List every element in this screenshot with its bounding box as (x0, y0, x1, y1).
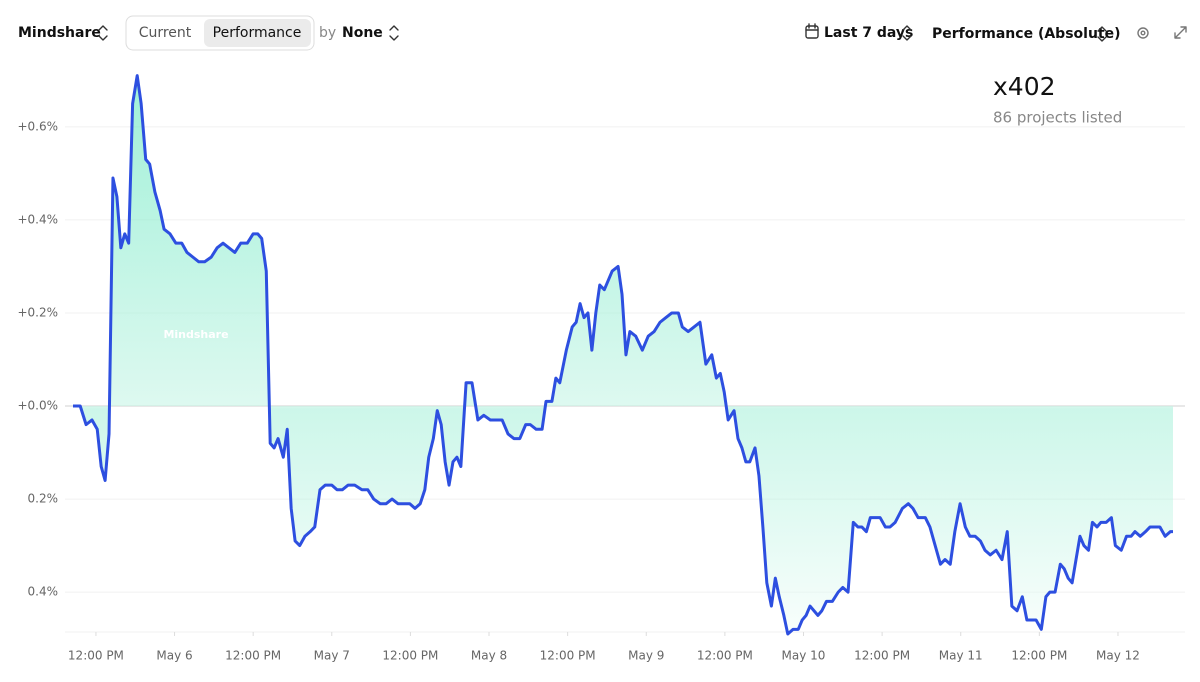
x-tick-label: May 11 (939, 649, 983, 663)
by-label: by (319, 25, 336, 41)
chevron-icon[interactable] (902, 25, 912, 41)
series-line (73, 74, 1173, 636)
x-tick-label: 12:00 PM (225, 649, 281, 663)
x-tick-label: May 9 (628, 649, 664, 663)
chevron-icon[interactable] (1097, 26, 1107, 42)
tab-active-bg (204, 19, 311, 47)
tab-current[interactable]: Current (139, 25, 192, 41)
x-tick-label: May 7 (314, 649, 350, 663)
tab-performance[interactable]: Performance (213, 25, 302, 41)
x-tick-label: May 8 (471, 649, 507, 663)
settings-button[interactable] (1137, 27, 1149, 39)
chevron-icon[interactable] (389, 25, 399, 41)
y-tick-label: +0.4% (17, 212, 58, 226)
calendar-icon[interactable] (805, 25, 819, 39)
range-label[interactable]: Last 7 days (824, 25, 913, 41)
y-tick-label: +0.0% (17, 399, 58, 413)
project-count: x402 (993, 72, 1056, 101)
metric-dropdown[interactable]: Mindshare (18, 25, 108, 41)
mode-dropdown[interactable]: Performance (Absolute) (932, 26, 1121, 42)
expand-button[interactable] (1174, 26, 1187, 39)
y-tick-label: 0.4% (28, 585, 59, 599)
y-tick-label: 0.2% (28, 492, 59, 506)
mode-label[interactable]: Performance (Absolute) (932, 26, 1121, 42)
metric-label[interactable]: Mindshare (18, 25, 101, 41)
series-label: Mindshare (163, 328, 228, 341)
gear-icon[interactable] (1137, 27, 1149, 39)
x-tick-label: 12:00 PM (1011, 649, 1067, 663)
chevron-icon[interactable] (98, 25, 108, 41)
group-dropdown[interactable]: None (342, 25, 399, 41)
group-label[interactable]: None (342, 25, 383, 41)
x-tick-label: 12:00 PM (854, 649, 910, 663)
x-tick-label: May 12 (1096, 649, 1140, 663)
x-tick-label: 12:00 PM (697, 649, 753, 663)
gear-icon[interactable] (1140, 30, 1146, 36)
plot: +0.6% +0.4% +0.2% +0.0% 0.2% 0.4% 12:00 PM May … (17, 74, 1185, 663)
calendar-icon[interactable] (805, 23, 819, 31)
range-dropdown[interactable]: Last 7 days (805, 23, 913, 41)
x-tick-label: 12:00 PM (382, 649, 438, 663)
x-tick-label: May 6 (156, 649, 192, 663)
area-fill (73, 75, 1173, 634)
project-subtitle: 86 projects listed (993, 109, 1122, 127)
y-tick-label: +0.2% (17, 305, 58, 319)
x-tick-label: May 10 (782, 649, 826, 663)
y-tick-label: +0.6% (17, 119, 58, 133)
x-tick-label: 12:00 PM (540, 649, 596, 663)
x-tick-label: 12:00 PM (68, 649, 124, 663)
